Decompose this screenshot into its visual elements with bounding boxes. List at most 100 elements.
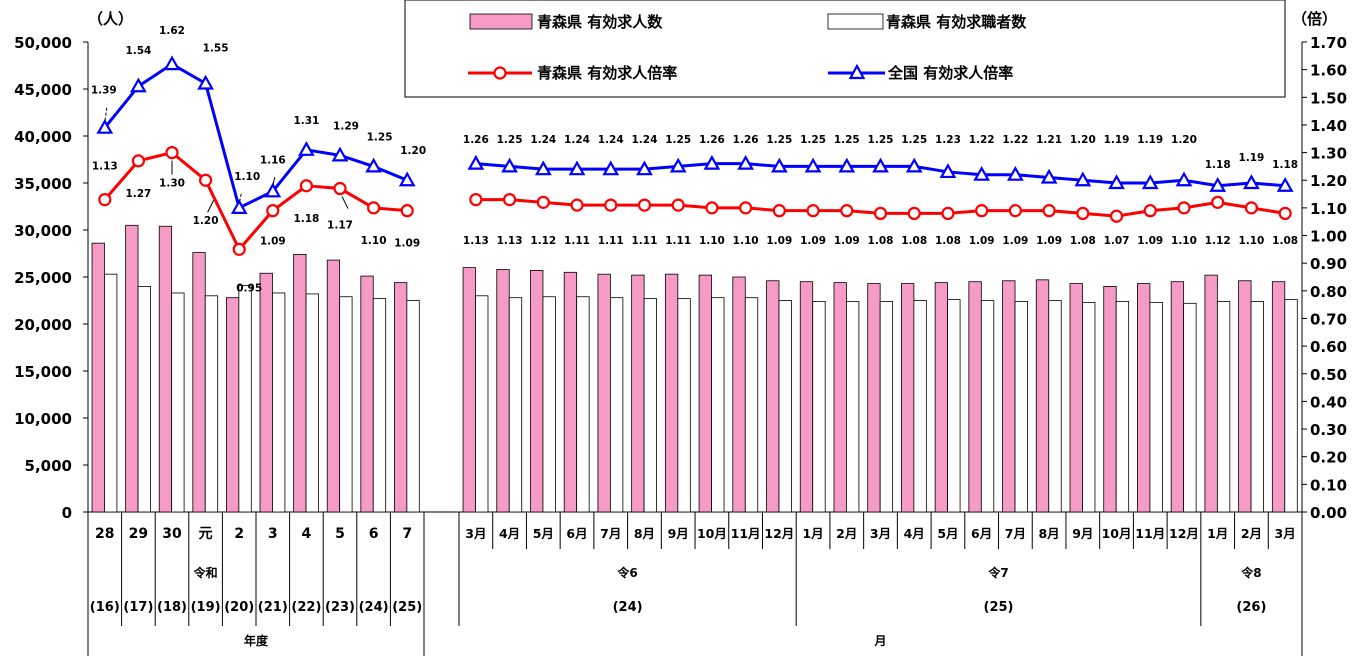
- category-label: 4月: [904, 526, 925, 541]
- national-ratio-point: [163, 55, 181, 71]
- openings-bar: [1238, 280, 1252, 513]
- seekers-bar: [913, 300, 927, 513]
- openings-bar: [631, 274, 645, 513]
- aomori-ratio-point: [131, 154, 145, 168]
- openings-bar: [664, 273, 679, 513]
- openings-bar: [968, 281, 982, 513]
- right-tick-label: 0.60: [1310, 338, 1347, 356]
- aomori-ratio-label: 1.08: [868, 235, 894, 247]
- aomori-ratio-point: [199, 173, 213, 187]
- leader-line: [238, 193, 242, 204]
- national-ratio-point: [501, 157, 518, 173]
- openings-bar: [293, 254, 307, 513]
- aomori-ratio-point: [1244, 201, 1259, 215]
- national-ratio-label: 1.10: [234, 171, 260, 183]
- aomori-ratio-label: 0.95: [236, 282, 262, 294]
- openings-bar: [91, 242, 105, 513]
- seekers-bar: [171, 292, 185, 513]
- category-label: 5月: [937, 526, 958, 541]
- national-ratio-label: 1.19: [1104, 134, 1130, 146]
- openings-bar: [698, 274, 712, 513]
- category-label: 4: [302, 526, 312, 542]
- openings-bar: [496, 269, 510, 513]
- aomori-ratio-line: [103, 150, 408, 253]
- aomori-ratio-point: [536, 195, 550, 209]
- aomori-ratio-label: 1.10: [1238, 235, 1264, 247]
- left-tick-label: 45,000: [14, 81, 72, 99]
- aomori-ratio-point: [1042, 204, 1056, 218]
- left-axis-unit: （人）: [88, 10, 133, 28]
- national-ratio-point: [1243, 174, 1260, 190]
- seekers-bar: [272, 292, 286, 513]
- aomori-ratio-point: [333, 181, 347, 196]
- aomori-ratio-label: 1.12: [1205, 235, 1231, 247]
- seekers-bar: [1082, 301, 1096, 513]
- national-ratio-label: 1.24: [598, 134, 624, 146]
- category-label: 7月: [600, 526, 621, 541]
- national-ratio-point: [703, 154, 721, 170]
- national-ratio-label: 1.19: [1238, 152, 1264, 164]
- openings-bar: [901, 283, 915, 513]
- category-label: 12月: [1169, 526, 1199, 541]
- national-ratio-point: [197, 74, 214, 90]
- national-ratio-label: 1.22: [969, 134, 995, 146]
- left-tick-label: 10,000: [14, 410, 72, 428]
- seekers-bar: [508, 297, 523, 513]
- national-ratio-label: 1.24: [564, 134, 590, 146]
- right-tick-label: 0.50: [1310, 366, 1347, 384]
- national-ratio-label: 1.25: [367, 131, 393, 143]
- era-label: 令7: [987, 565, 1008, 580]
- legend-marker-aomori: [493, 66, 507, 80]
- national-ratio-label: 1.25: [868, 134, 894, 146]
- openings-bar: [597, 273, 611, 513]
- national-ratio-point: [838, 157, 856, 173]
- aomori-ratio-label: 1.08: [935, 235, 961, 247]
- seekers-bar: [879, 301, 894, 513]
- right-tick-label: 0.30: [1310, 421, 1347, 439]
- year-label: (18): [157, 600, 187, 615]
- national-ratio-point: [534, 160, 552, 176]
- aomori-ratio-point: [1177, 201, 1191, 215]
- aomori-ratio-label: 1.09: [1002, 235, 1028, 247]
- legend-marker-national: [848, 63, 866, 80]
- right-tick-label: 0.10: [1310, 476, 1347, 494]
- seekers-bar: [305, 293, 319, 513]
- seekers-bar: [339, 296, 353, 513]
- era-year-label: (26): [1236, 600, 1266, 615]
- national-ratio-point: [636, 160, 653, 176]
- national-ratio-point: [1108, 174, 1125, 190]
- year-label: (21): [258, 600, 288, 615]
- category-label: 5月: [533, 526, 554, 541]
- right-tick-label: 0.80: [1310, 283, 1347, 301]
- aomori-ratio-label: 1.09: [834, 235, 860, 247]
- national-ratio-point: [1006, 165, 1024, 181]
- category-label: 29: [129, 526, 148, 542]
- category-label: 9月: [1072, 526, 1093, 541]
- aomori-ratio-label: 1.09: [260, 236, 286, 248]
- openings-bar: [1204, 274, 1218, 513]
- national-ratio-label: 1.24: [631, 134, 657, 146]
- aomori-ratio-label: 1.11: [564, 235, 590, 247]
- right-tick-label: 1.10: [1310, 200, 1347, 218]
- category-label: 6: [369, 526, 379, 542]
- aomori-ratio-label: 1.09: [969, 235, 995, 247]
- category-label: 2: [234, 526, 244, 542]
- national-ratio-point: [973, 165, 991, 181]
- openings-bar: [766, 280, 780, 513]
- seekers-bar: [744, 297, 759, 513]
- aomori-ratio-label: 1.07: [1104, 235, 1130, 247]
- right-tick-label: 0.00: [1310, 504, 1347, 522]
- footer-label: 月: [873, 634, 886, 648]
- era-label: 令6: [616, 565, 637, 580]
- year-label: (20): [224, 600, 254, 615]
- national-ratio-label: 1.26: [733, 134, 759, 146]
- national-ratio-point: [264, 182, 282, 198]
- left-tick-label: 25,000: [14, 269, 72, 287]
- aomori-ratio-label: 1.10: [699, 235, 725, 247]
- category-label: 7月: [1005, 526, 1026, 541]
- openings-bar: [1002, 280, 1016, 513]
- aomori-ratio-point: [98, 192, 112, 207]
- left-tick-label: 30,000: [14, 222, 72, 240]
- national-ratio-label: 1.19: [1137, 134, 1163, 146]
